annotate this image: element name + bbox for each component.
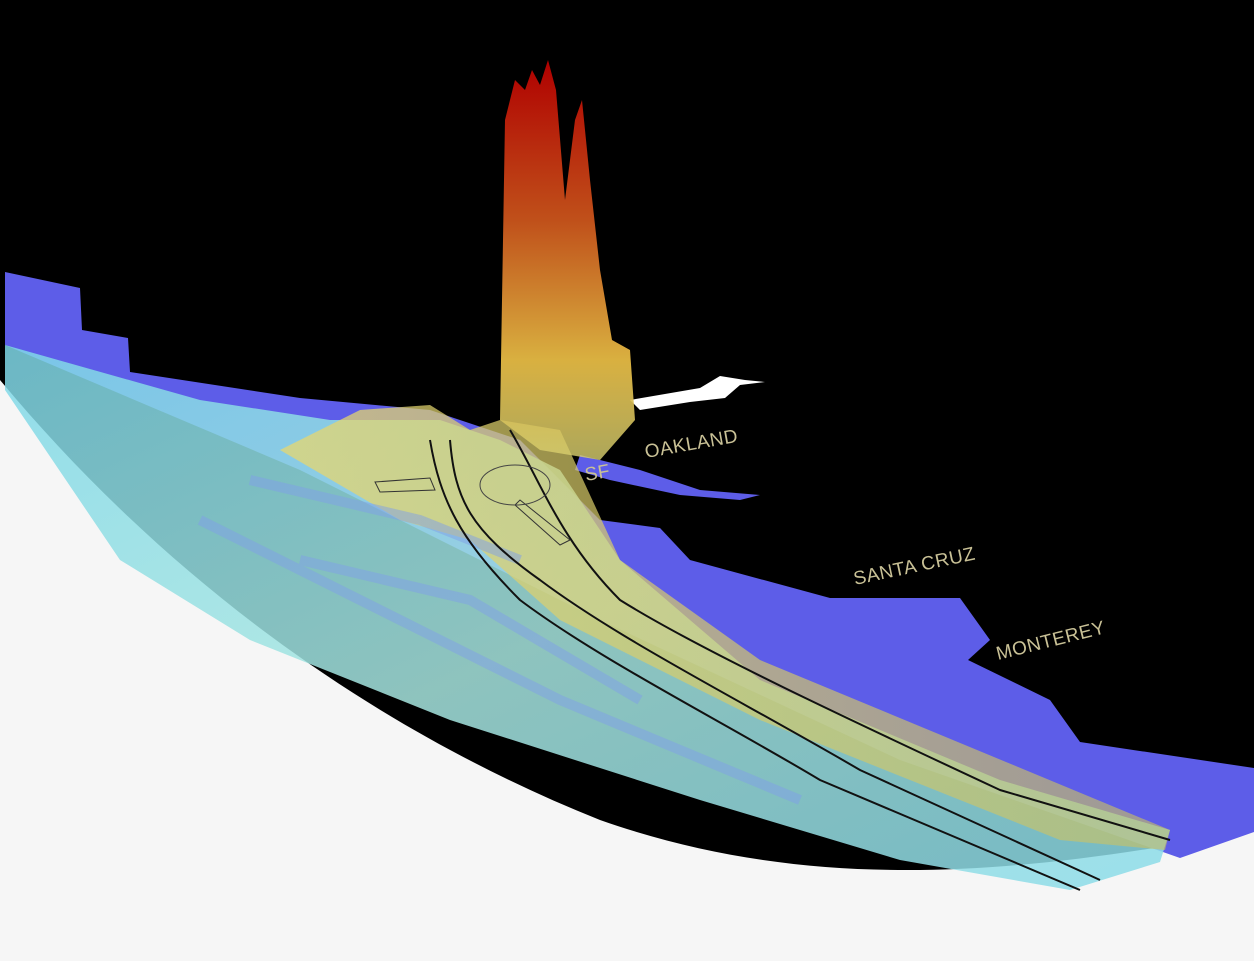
- spike: [500, 60, 635, 460]
- track: [429, 439, 1081, 891]
- grid-outline: [374, 477, 571, 546]
- track: [449, 439, 1101, 881]
- ring: [479, 464, 551, 506]
- track: [509, 429, 1171, 841]
- place-label: SF: [583, 461, 612, 486]
- bay-water: [575, 455, 760, 500]
- ground: [0, 380, 1254, 961]
- surface-band: [197, 475, 802, 805]
- ridge: [280, 405, 1170, 850]
- delta: [630, 376, 765, 410]
